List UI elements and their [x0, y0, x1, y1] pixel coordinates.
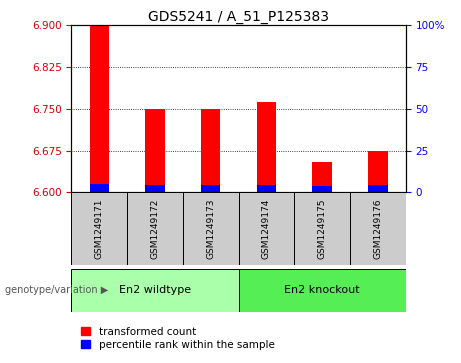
- Text: GSM1249172: GSM1249172: [150, 199, 160, 259]
- Bar: [127, 192, 183, 265]
- Bar: [201, 109, 220, 192]
- Bar: [238, 192, 294, 265]
- Text: GSM1249176: GSM1249176: [373, 199, 382, 259]
- Text: GSM1249174: GSM1249174: [262, 199, 271, 259]
- Bar: [313, 186, 332, 192]
- Bar: [350, 192, 406, 265]
- Bar: [71, 269, 239, 312]
- Bar: [368, 185, 388, 192]
- Bar: [313, 162, 332, 192]
- Bar: [294, 192, 350, 265]
- Bar: [145, 185, 165, 192]
- Bar: [89, 25, 109, 192]
- Text: En2 wildtype: En2 wildtype: [119, 285, 191, 295]
- Legend: transformed count, percentile rank within the sample: transformed count, percentile rank withi…: [77, 323, 278, 354]
- Text: GSM1249173: GSM1249173: [206, 199, 215, 259]
- Text: genotype/variation ▶: genotype/variation ▶: [5, 285, 108, 295]
- Bar: [183, 192, 238, 265]
- Bar: [89, 184, 109, 192]
- Bar: [368, 151, 388, 192]
- Bar: [145, 109, 165, 192]
- Text: En2 knockout: En2 knockout: [284, 285, 360, 295]
- Text: GSM1249175: GSM1249175: [318, 199, 327, 259]
- Title: GDS5241 / A_51_P125383: GDS5241 / A_51_P125383: [148, 11, 329, 24]
- Bar: [201, 185, 220, 192]
- Text: GSM1249171: GSM1249171: [95, 199, 104, 259]
- Bar: [71, 192, 127, 265]
- Bar: [257, 102, 276, 192]
- Bar: [238, 269, 406, 312]
- Bar: [257, 185, 276, 192]
